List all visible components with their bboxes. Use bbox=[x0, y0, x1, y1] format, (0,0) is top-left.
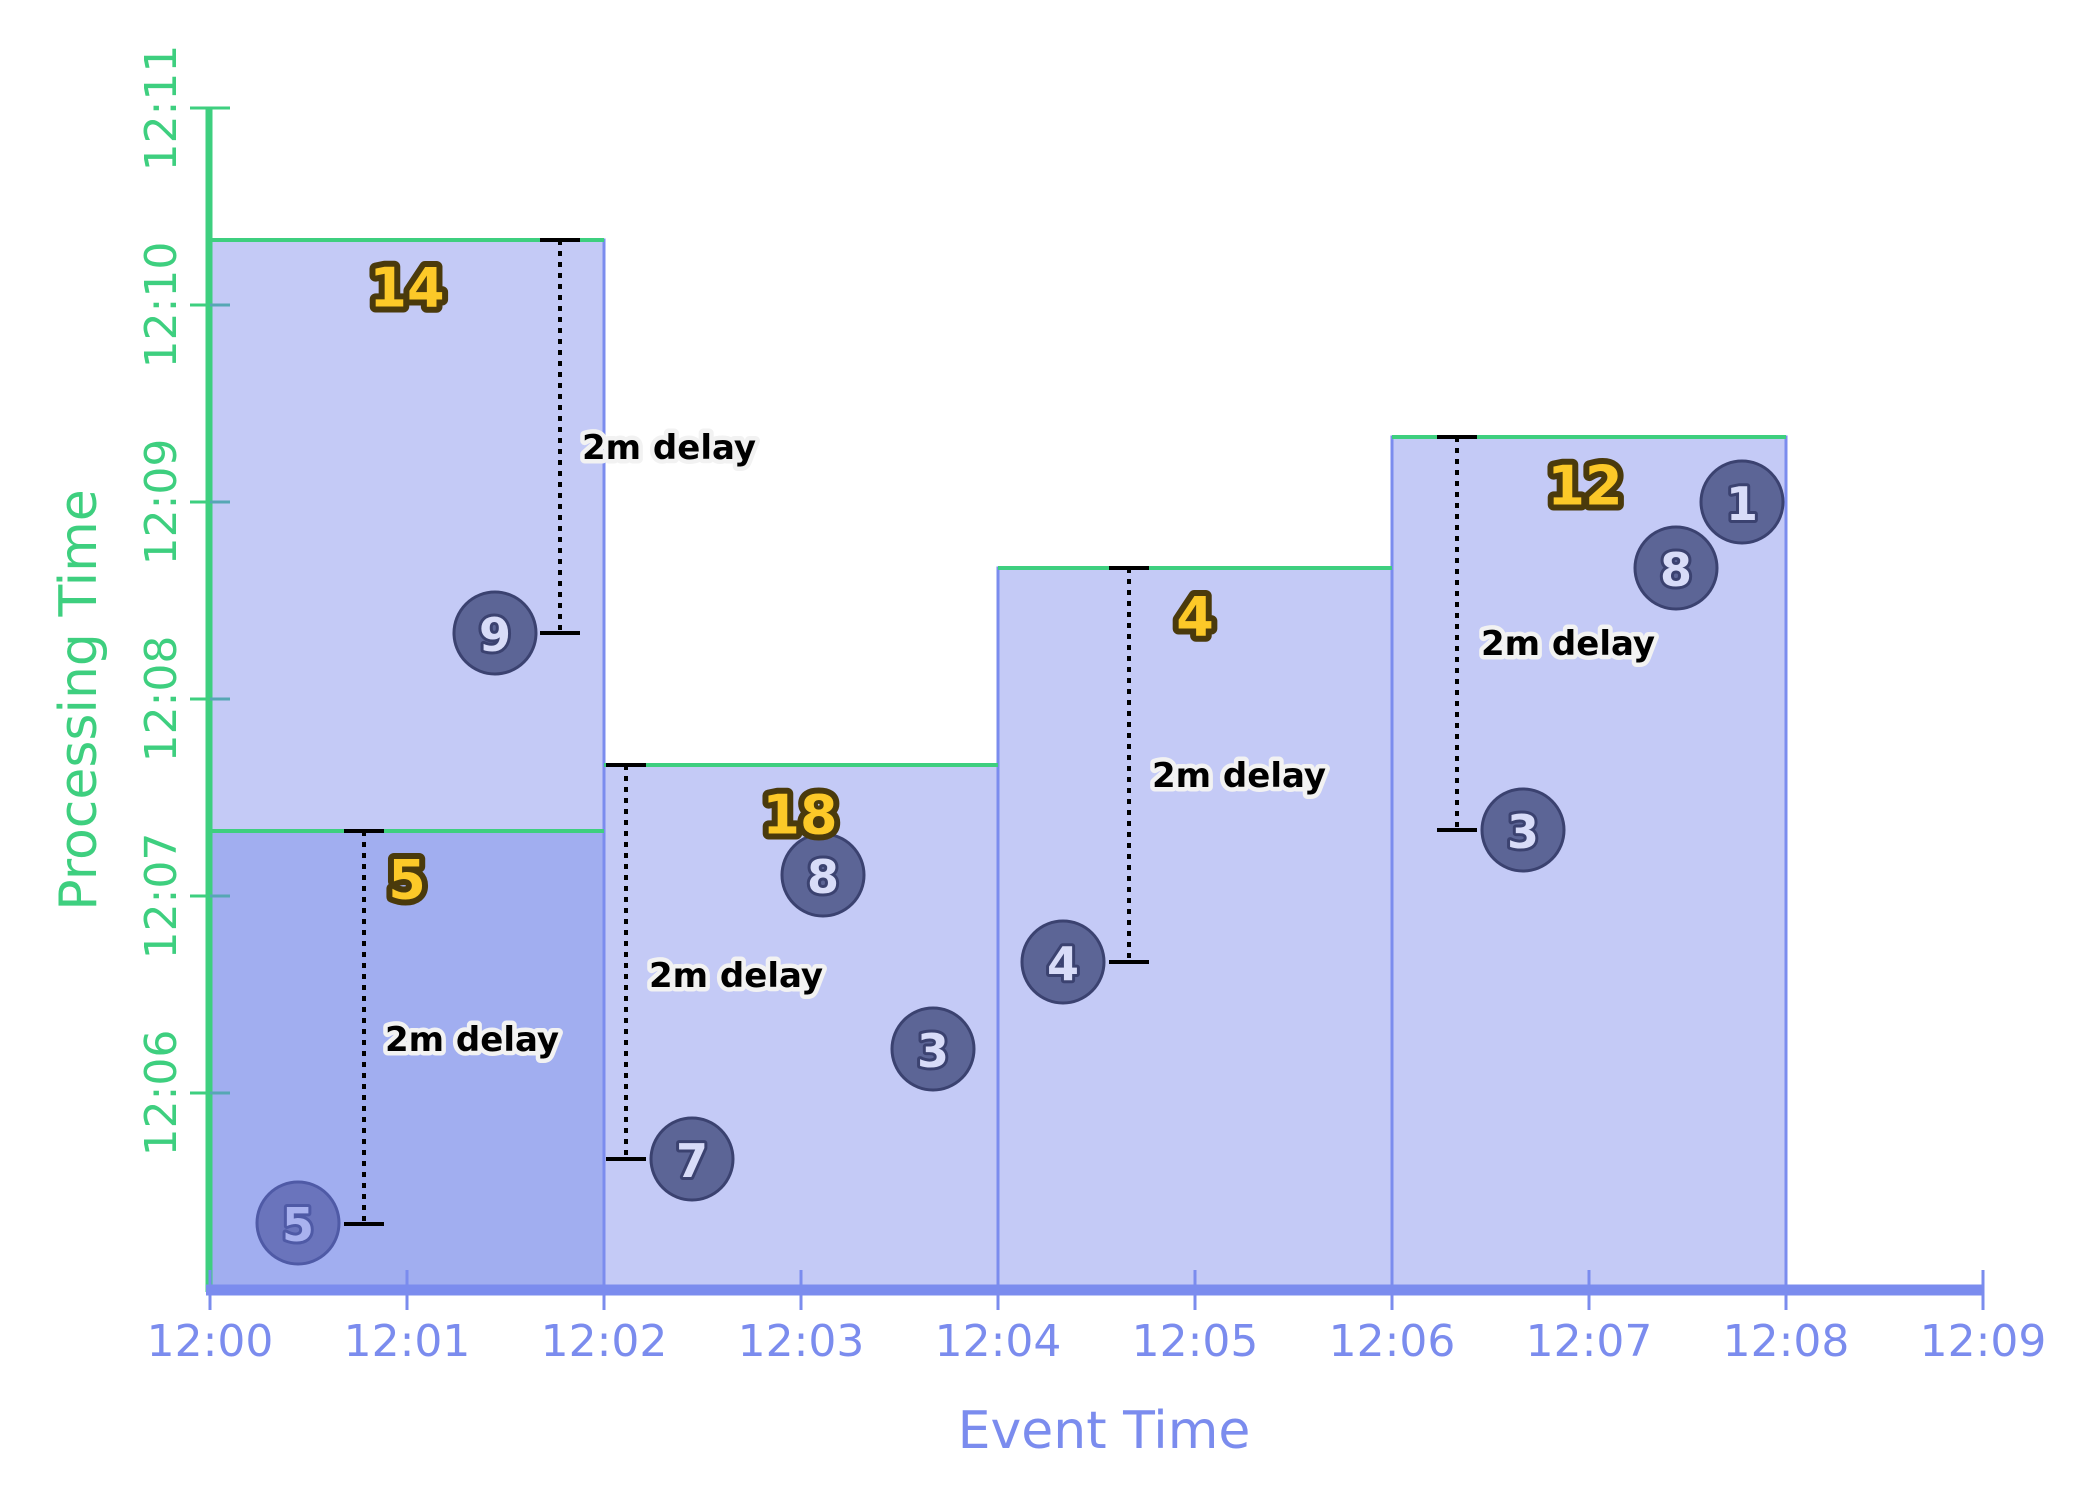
delay-label: 2m delay bbox=[1152, 756, 1326, 796]
event-marker: 7 bbox=[649, 1116, 735, 1202]
window-sum: 18 bbox=[762, 784, 837, 847]
event-circle bbox=[1020, 919, 1106, 1005]
event-circle bbox=[452, 590, 538, 676]
delay-label: 2m delay bbox=[649, 956, 823, 996]
event-value: 8 bbox=[1660, 543, 1692, 597]
event-marker: 8 bbox=[1633, 525, 1719, 611]
x-tick-label: 12:02 bbox=[541, 1316, 668, 1367]
delay-markers: 2m delay 2m delay 2m delay 2m delay 2m delay bbox=[344, 238, 1660, 1226]
x-tick-label: 12:03 bbox=[738, 1316, 865, 1367]
event-circle bbox=[649, 1116, 735, 1202]
y-tick-label: 12:06 bbox=[136, 1030, 187, 1157]
x-tick-label: 12:07 bbox=[1526, 1316, 1653, 1367]
delay-label: 2m delay bbox=[582, 428, 756, 468]
x-tick-label: 12:04 bbox=[935, 1316, 1062, 1367]
y-axis-ticks: 12:06 12:07 12:08 12:09 12:10 12:11 bbox=[136, 45, 230, 1157]
x-tick-label: 12:00 bbox=[147, 1316, 274, 1367]
x-axis-title: Event Time bbox=[958, 1401, 1251, 1461]
window-sum: 4 bbox=[1176, 586, 1214, 649]
window-sum: 14 bbox=[369, 257, 444, 320]
event-circle bbox=[1480, 787, 1566, 873]
event-value: 4 bbox=[1047, 937, 1079, 991]
event-value: 3 bbox=[1507, 805, 1539, 859]
x-tick-label: 12:09 bbox=[1920, 1316, 2047, 1367]
y-axis-title: Processing Time bbox=[49, 489, 109, 910]
x-tick-label: 12:08 bbox=[1723, 1316, 1850, 1367]
event-marker: 3 bbox=[1480, 787, 1566, 873]
y-tick-label: 12:08 bbox=[136, 636, 187, 763]
x-tick-label: 12:01 bbox=[344, 1316, 471, 1367]
event-value: 9 bbox=[479, 608, 511, 662]
delay-marker: 2m delay bbox=[1109, 566, 1331, 964]
event-marker: 4 bbox=[1020, 919, 1106, 1005]
delay-label: 2m delay bbox=[1481, 624, 1655, 664]
window-sum: 12 bbox=[1547, 455, 1622, 518]
event-marker: 5 bbox=[255, 1180, 341, 1266]
event-value: 7 bbox=[676, 1134, 708, 1188]
event-marker: 8 bbox=[780, 832, 866, 918]
event-marker: 1 bbox=[1699, 459, 1785, 545]
x-axis: 12:00 12:01 12:02 12:03 12:04 12:05 12:06 12:07… bbox=[147, 1270, 2047, 1461]
delay-marker: 2m delay bbox=[540, 238, 761, 635]
delay-marker: 2m delay bbox=[344, 829, 564, 1226]
window-sum: 5 bbox=[388, 849, 426, 912]
x-tick-label: 12:05 bbox=[1132, 1316, 1259, 1367]
window-pane bbox=[1390, 435, 1788, 1292]
event-value: 5 bbox=[282, 1198, 314, 1252]
delay-marker: 2m delay bbox=[606, 763, 828, 1161]
x-tick-label: 12:06 bbox=[1329, 1316, 1456, 1367]
pane-firing-lines bbox=[210, 238, 1786, 833]
event-value: 8 bbox=[807, 850, 839, 904]
event-marker: 3 bbox=[890, 1006, 976, 1092]
event-value: 3 bbox=[917, 1024, 949, 1078]
event-circle bbox=[890, 1006, 976, 1092]
event-marker: 9 bbox=[452, 590, 538, 676]
event-circle bbox=[255, 1180, 341, 1266]
delay-label: 2m delay bbox=[385, 1020, 559, 1060]
x-axis-ticks: 12:00 12:01 12:02 12:03 12:04 12:05 12:06 12:07… bbox=[147, 1270, 2047, 1367]
y-tick-label: 12:09 bbox=[136, 439, 187, 566]
y-tick-label: 12:11 bbox=[136, 45, 187, 172]
event-circle bbox=[780, 832, 866, 918]
event-circle bbox=[1633, 525, 1719, 611]
event-circle bbox=[1699, 459, 1785, 545]
y-tick-label: 12:10 bbox=[136, 242, 187, 369]
y-axis: 12:06 12:07 12:08 12:09 12:10 12:11 Processin… bbox=[49, 45, 230, 1292]
window-sum-labels: 14 5 18 4 12 bbox=[363, 251, 1628, 918]
delay-marker: 2m delay bbox=[1437, 435, 1660, 832]
event-value: 1 bbox=[1726, 477, 1758, 531]
y-tick-label: 12:07 bbox=[136, 833, 187, 960]
